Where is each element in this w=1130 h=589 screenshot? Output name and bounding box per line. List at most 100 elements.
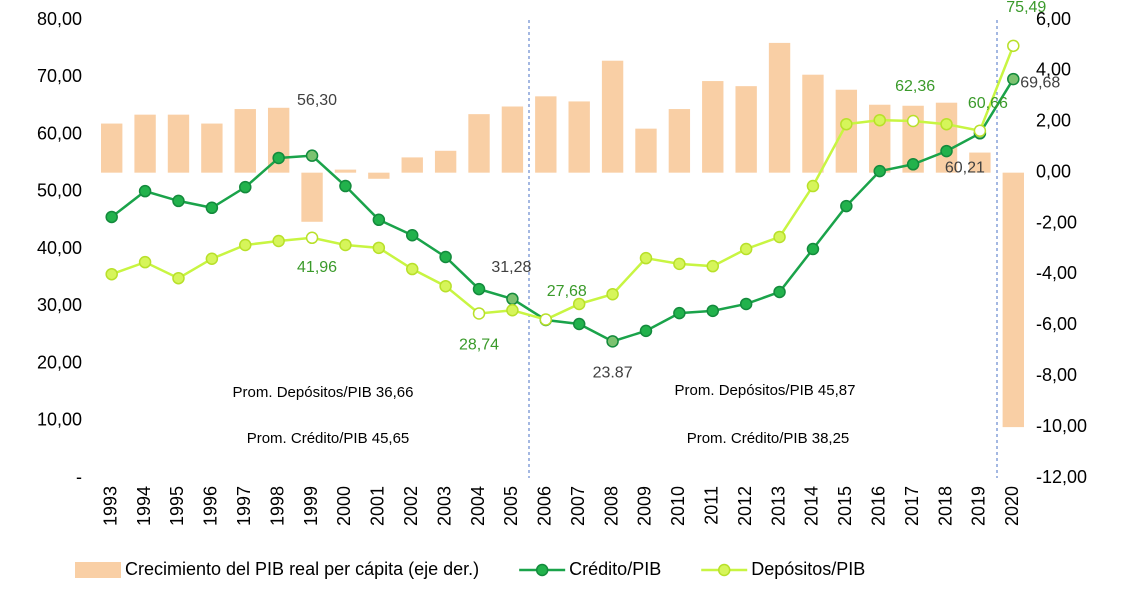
bar: [368, 172, 390, 179]
y-tick-label: 80,00: [37, 9, 82, 29]
marker: [906, 114, 920, 128]
data-label: 62,36: [895, 78, 935, 95]
marker: [372, 241, 386, 255]
marker: [673, 306, 686, 320]
bar: [301, 172, 323, 222]
marker: [606, 335, 619, 348]
marker: [372, 213, 386, 227]
y2-tick-label: 2,00: [1036, 111, 1071, 131]
annotation: Prom. Depósitos/PIB 36,66: [233, 384, 414, 401]
x-tick-label: 1998: [267, 486, 287, 526]
y2-tick-label: -6,00: [1036, 314, 1077, 334]
data-label: 75,49: [1006, 0, 1046, 16]
x-tick-label: 2015: [835, 486, 855, 526]
marker: [305, 231, 319, 245]
marker: [840, 117, 853, 131]
y2-tick-label: -10,00: [1036, 416, 1087, 436]
marker: [739, 297, 753, 311]
y2-tick-label: -2,00: [1036, 212, 1077, 232]
legend-label: Crecimiento del PIB real per cápita (eje…: [125, 559, 479, 579]
y2-tick-label: -4,00: [1036, 263, 1077, 283]
bar: [668, 109, 691, 173]
data-label: 56,30: [297, 92, 337, 109]
marker: [205, 252, 219, 265]
annotation: Prom. Crédito/PIB 38,25: [687, 430, 850, 447]
marker: [639, 324, 653, 338]
y2-tick-label: 4,00: [1036, 60, 1071, 80]
y2-tick-label: 6,00: [1036, 9, 1071, 29]
marker: [639, 251, 653, 265]
bar: [935, 102, 958, 173]
marker: [272, 234, 285, 248]
marker: [539, 313, 553, 326]
marker: [840, 199, 853, 213]
marker: [773, 285, 786, 299]
marker: [239, 180, 252, 194]
marker: [806, 179, 820, 193]
marker: [1007, 39, 1020, 53]
marker: [239, 238, 252, 252]
marker: [305, 149, 319, 162]
y-tick-label: 50,00: [37, 181, 82, 201]
marker: [472, 307, 486, 320]
x-tick-label: 2008: [601, 486, 621, 526]
bar: [635, 128, 657, 173]
bar: [535, 96, 557, 173]
x-tick-label: 2003: [434, 486, 454, 526]
bar: [434, 150, 457, 173]
marker: [773, 230, 786, 244]
y-tick-label: 20,00: [37, 352, 82, 372]
bar: [1002, 172, 1024, 428]
x-tick-label: 2016: [868, 486, 888, 526]
bar: [969, 152, 991, 173]
x-tick-label: 2018: [935, 486, 955, 526]
marker: [405, 262, 419, 276]
bar: [802, 74, 824, 173]
data-label: 28,74: [459, 337, 499, 354]
y2-tick-label: -8,00: [1036, 365, 1077, 385]
y-tick-label: 70,00: [37, 66, 82, 86]
marker: [272, 151, 285, 165]
bar: [501, 106, 524, 173]
marker: [940, 117, 953, 131]
marker: [105, 267, 118, 281]
x-tick-label: 1993: [100, 486, 120, 526]
legend-swatch: [535, 563, 549, 577]
x-tick-label: 2014: [802, 486, 822, 526]
marker: [105, 210, 118, 224]
legend-label: Crédito/PIB: [569, 559, 661, 579]
y-tick-label: 10,00: [37, 410, 82, 430]
x-tick-label: 2005: [501, 486, 521, 526]
data-label: 23.87: [593, 365, 633, 382]
data-label: 60,66: [968, 95, 1008, 112]
x-tick-label: 2009: [635, 486, 655, 526]
legend-swatch: [75, 562, 121, 578]
marker: [506, 292, 519, 306]
marker: [138, 184, 152, 198]
y-tick-label: -: [76, 467, 82, 487]
marker: [205, 201, 219, 215]
y-tick-label: 40,00: [37, 238, 82, 258]
x-tick-label: 1994: [134, 486, 154, 526]
annotation: Prom. Crédito/PIB 45,65: [247, 430, 410, 447]
marker: [339, 179, 352, 193]
x-tick-label: 1995: [167, 486, 187, 526]
bar: [702, 81, 724, 173]
marker: [1007, 72, 1020, 86]
x-tick-label: 2020: [1002, 486, 1022, 526]
data-label: 69,68: [1020, 74, 1060, 91]
marker: [606, 287, 619, 301]
legend-swatch: [717, 563, 731, 577]
bar: [835, 89, 858, 173]
bar: [401, 157, 423, 173]
x-tick-label: 2004: [468, 486, 488, 526]
x-tick-label: 2007: [568, 486, 588, 526]
data-label: 31,28: [491, 259, 531, 276]
bar: [234, 109, 256, 173]
marker: [172, 271, 185, 285]
bar: [167, 114, 190, 173]
x-tick-label: 2002: [401, 486, 421, 526]
data-label: 41,96: [297, 259, 337, 276]
marker: [439, 279, 452, 293]
marker: [706, 304, 720, 318]
